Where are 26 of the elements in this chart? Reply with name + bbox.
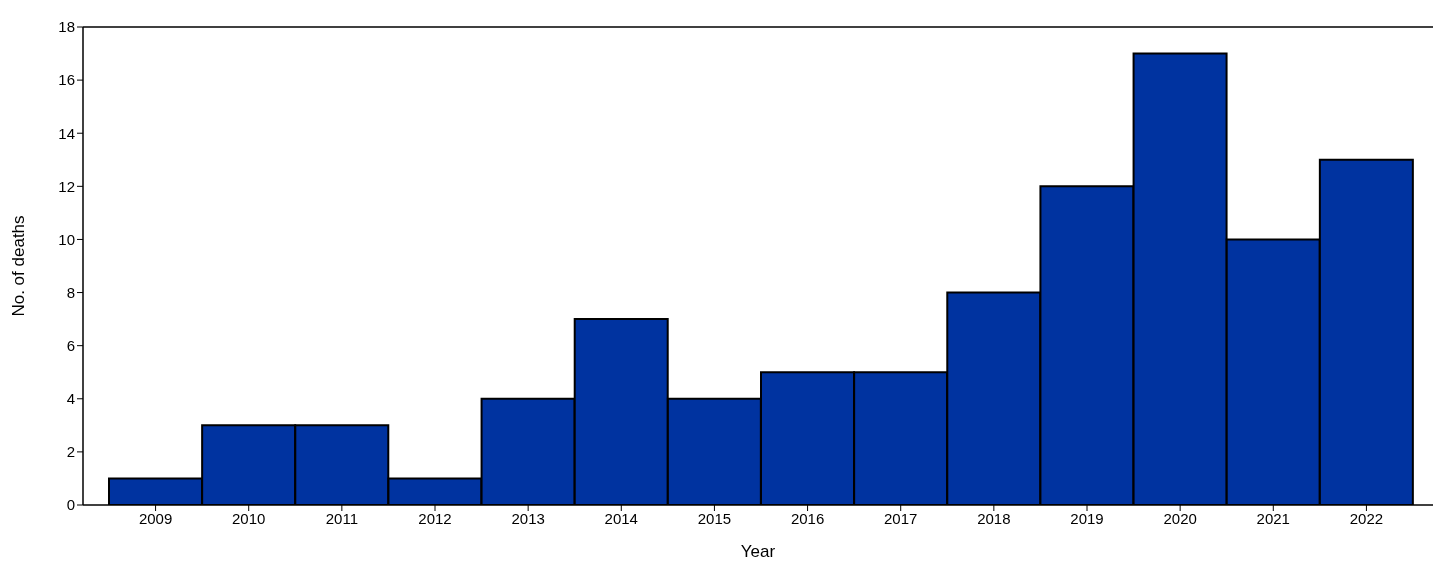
y-tick-label: 10 — [58, 230, 75, 248]
x-axis-title: Year — [740, 542, 776, 561]
x-tick-label: 2015 — [697, 509, 732, 527]
x-tick-label: 2013 — [511, 509, 545, 527]
y-tick-label: 18 — [58, 18, 75, 36]
y-axis-title: No. of deaths — [9, 215, 29, 317]
y-tick-label: 4 — [66, 390, 75, 408]
x-tick-label: 2012 — [418, 509, 452, 527]
x-tick-label: 2016 — [790, 509, 825, 527]
y-tick-label: 0 — [66, 496, 75, 514]
y-tick-label: 16 — [58, 71, 75, 89]
y-tick-label: 6 — [66, 336, 75, 354]
y-tick-label: 8 — [66, 283, 75, 301]
x-tick-label: 2010 — [232, 509, 266, 527]
x-tick-label: 2019 — [1070, 509, 1104, 527]
x-tick-label: 2018 — [977, 509, 1011, 527]
y-tick-label: 14 — [58, 124, 75, 142]
x-tick-label: 2014 — [604, 509, 638, 527]
x-tick-label: 2011 — [325, 509, 358, 527]
x-tick-label: 2017 — [884, 509, 918, 527]
x-tick-label: 2009 — [138, 509, 173, 527]
x-tick-label: 2021 — [1256, 509, 1290, 527]
y-tick-label: 2 — [66, 443, 75, 461]
x-tick-label: 2022 — [1349, 509, 1384, 527]
x-tick-label: 2020 — [1163, 509, 1197, 527]
y-tick-label: 12 — [58, 177, 75, 195]
